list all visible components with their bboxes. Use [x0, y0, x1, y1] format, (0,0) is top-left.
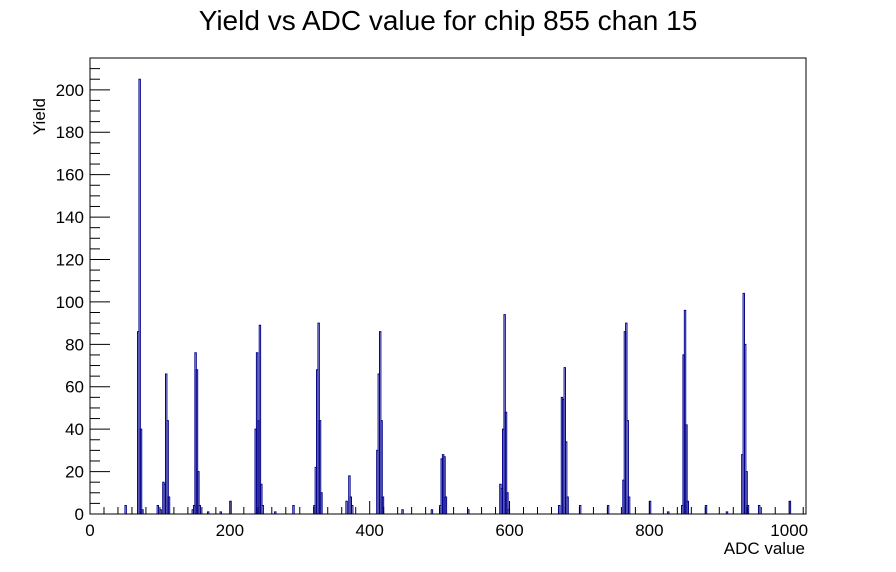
histogram-bin-59: [557, 505, 561, 514]
histogram-bin-24: [258, 324, 262, 514]
histogram-bin-56: [504, 411, 508, 514]
histogram-bin-45: [430, 509, 434, 514]
histogram-bin-36: [348, 475, 351, 514]
histogram-bin-71: [627, 496, 631, 514]
plot-frame: [89, 57, 807, 515]
histogram-bin-77: [685, 424, 688, 514]
histogram-bin-62: [563, 367, 566, 514]
histogram-bin-17: [198, 505, 201, 514]
histogram-bin-15: [195, 369, 199, 514]
histogram-bin-42: [380, 420, 383, 514]
histogram-bin-32: [317, 322, 320, 514]
y-tick-label: 140: [56, 208, 84, 227]
y-tick-label: 80: [65, 335, 84, 354]
histogram-bin-33: [318, 420, 322, 514]
y-tick-label: 0: [75, 505, 84, 524]
histogram-bin-43: [381, 496, 385, 514]
histogram-bin-63: [564, 441, 568, 514]
histogram-bin-84: [745, 471, 748, 514]
y-tick-label: 180: [56, 123, 84, 142]
histogram-bin-86: [757, 505, 761, 514]
x-tick-label: 800: [635, 521, 663, 540]
histogram-bin-69: [625, 322, 628, 514]
histogram-bin-73: [667, 511, 670, 514]
histogram-bin-16: [197, 471, 200, 514]
y-tick-label: 160: [56, 166, 84, 185]
histogram-bin-50: [444, 496, 448, 514]
y-axis-label: Yield: [30, 98, 49, 135]
histogram-bin-5: [156, 505, 160, 514]
x-axis-label: ADC value: [724, 539, 805, 558]
histogram-bin-19: [219, 511, 222, 514]
y-tick-label: 200: [56, 81, 84, 100]
histogram-bin-83: [743, 343, 747, 514]
y-tick-label: 40: [65, 420, 84, 439]
histogram-bin-49: [443, 456, 446, 514]
x-tick-label: 200: [216, 521, 244, 540]
histogram-bin-78: [686, 500, 690, 514]
histogram-bin-10: [166, 420, 169, 514]
histogram-bin-70: [626, 420, 629, 514]
histogram-bin-4: [141, 509, 144, 514]
histogram-bin-2: [138, 78, 141, 514]
bars-layer: [124, 78, 792, 514]
histogram-bin-28: [292, 505, 295, 514]
histogram-bin-27: [274, 511, 277, 514]
y-tick-label: 100: [56, 293, 84, 312]
histogram-bin-64: [566, 496, 569, 514]
histogram-bin-44: [401, 509, 404, 514]
histogram-bin-18: [206, 511, 210, 514]
histogram-bin-26: [261, 505, 264, 514]
histogram-bin-0: [124, 505, 127, 514]
histogram-bin-38: [351, 505, 354, 514]
chart-title: Yield vs ADC value for chip 855 chan 15: [199, 5, 698, 36]
y-tick-label: 60: [65, 378, 84, 397]
histogram-bin-25: [260, 483, 263, 514]
y-axis: 0 20 40 60 80 100 120 140 160 180 200: [56, 57, 110, 524]
y-tick-label: 120: [56, 250, 84, 269]
histogram-bin-35: [345, 500, 348, 514]
histogram-bin-11: [167, 496, 171, 514]
x-tick-label: 0: [85, 521, 94, 540]
x-tick-label: 1000: [770, 521, 808, 540]
histogram-bin-76: [683, 309, 687, 514]
x-tick-label: 600: [495, 521, 523, 540]
histogram-bin-3: [139, 428, 143, 514]
histogram-bin-80: [725, 511, 729, 514]
x-axis: 0 200 400 600 800 1000: [85, 501, 808, 540]
x-tick-label: 400: [356, 521, 384, 540]
histogram-bin-34: [320, 492, 323, 514]
histogram-bin-57: [506, 492, 509, 514]
y-tick-label: 20: [65, 463, 84, 482]
